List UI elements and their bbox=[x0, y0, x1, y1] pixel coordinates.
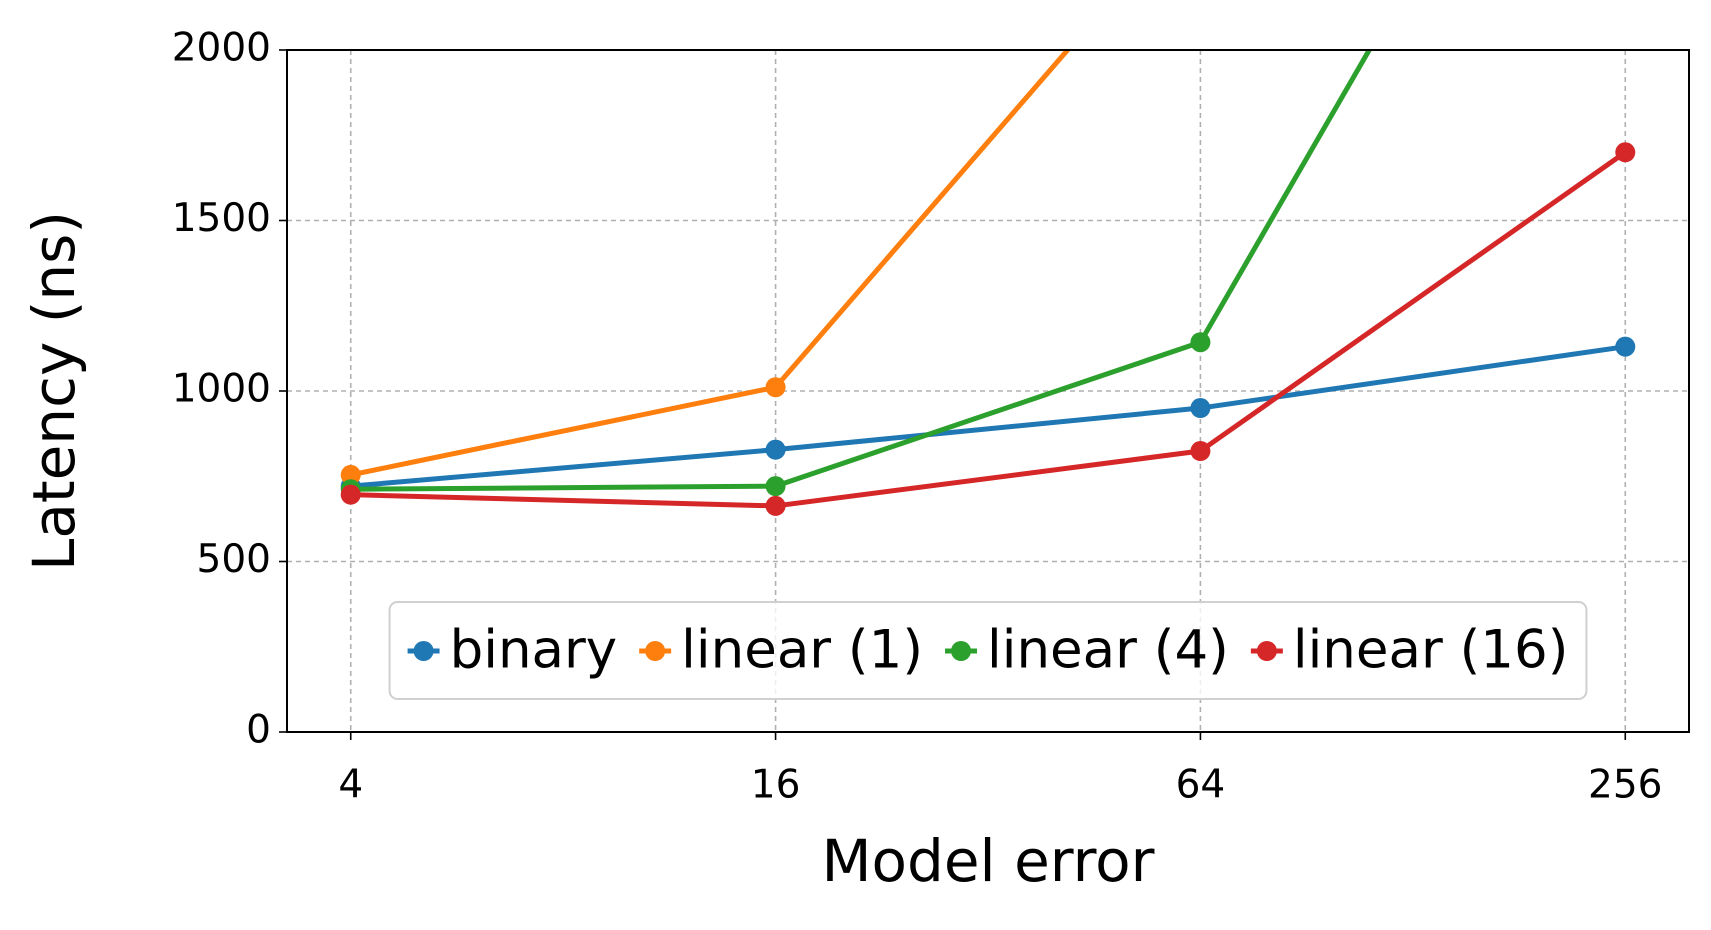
series-line bbox=[350, 50, 1373, 492]
x-tick-label: 16 bbox=[751, 763, 801, 808]
legend: binary linear (1) linear (4) linear (16) bbox=[388, 601, 1588, 700]
marker bbox=[1190, 441, 1211, 462]
y-tick-label: 500 bbox=[197, 537, 271, 582]
x-axis-label: Model error bbox=[822, 827, 1155, 895]
marker bbox=[765, 495, 786, 516]
y-axis-label: Latency (ns) bbox=[20, 211, 88, 571]
series-line bbox=[350, 50, 1071, 478]
plot-area bbox=[340, 50, 1636, 516]
marker bbox=[1615, 336, 1636, 357]
plot-frame bbox=[286, 49, 1690, 733]
marker bbox=[765, 439, 786, 460]
y-tick-label: 1500 bbox=[172, 196, 271, 241]
x-tick-label: 4 bbox=[338, 763, 363, 808]
series-line bbox=[350, 344, 1626, 489]
legend-marker bbox=[951, 641, 972, 661]
marker bbox=[765, 476, 786, 497]
x-tick-label: 256 bbox=[1588, 763, 1662, 808]
y-tick-label: 2000 bbox=[172, 26, 271, 71]
series-line bbox=[350, 150, 1627, 509]
marker bbox=[1190, 332, 1211, 353]
marker bbox=[1615, 142, 1636, 163]
legend-label: binary bbox=[450, 620, 618, 681]
marker bbox=[765, 377, 786, 398]
y-tick-label: 1000 bbox=[172, 367, 271, 412]
marker bbox=[1190, 398, 1211, 419]
y-tick-label: 0 bbox=[246, 708, 271, 753]
marker bbox=[340, 484, 361, 505]
x-tick-label: 64 bbox=[1176, 763, 1226, 808]
legend-label: linear (1) bbox=[681, 620, 923, 681]
legend-label: linear (4) bbox=[987, 620, 1229, 681]
legend-frame bbox=[388, 601, 1588, 700]
legend-label: linear (16) bbox=[1293, 620, 1569, 681]
legend-marker bbox=[1256, 641, 1277, 661]
marker bbox=[340, 464, 361, 485]
legend-marker bbox=[645, 641, 666, 661]
legend-marker bbox=[413, 641, 434, 661]
